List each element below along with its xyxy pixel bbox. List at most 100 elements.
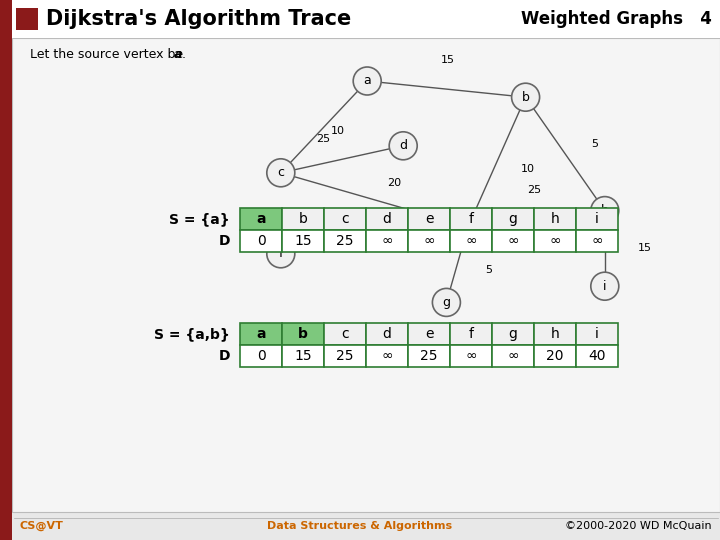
Text: S = {a}: S = {a} [169,212,230,226]
Bar [240,208,282,230]
Text: 5: 5 [591,139,598,148]
Bar [324,230,366,252]
Bar [450,208,492,230]
Bar [492,208,534,230]
Text: ©2000-2020 WD McQuain: ©2000-2020 WD McQuain [565,521,712,531]
Bar [534,323,576,345]
Text: ∞: ∞ [549,234,561,248]
Bar [408,345,450,367]
Bar [534,230,576,252]
Text: ∞: ∞ [423,234,435,248]
Text: b: b [299,212,307,226]
Text: .: . [182,48,186,60]
Bar [366,323,408,345]
Bar [324,345,366,367]
Text: Let the source vertex be: Let the source vertex be [30,48,187,60]
Bar [492,230,534,252]
Text: ∞: ∞ [591,234,603,248]
Text: c: c [341,212,348,226]
Bar [16,8,38,30]
Bar [450,230,492,252]
Text: 15: 15 [294,349,312,363]
Text: 10: 10 [521,164,535,174]
Bar [576,323,618,345]
Text: 20: 20 [546,349,564,363]
Text: 25: 25 [336,234,354,248]
Text: i: i [603,280,606,293]
Bar [324,323,366,345]
Bar [450,323,492,345]
Text: Weighted Graphs   4: Weighted Graphs 4 [521,10,712,28]
Circle shape [433,288,460,316]
Text: 20: 20 [387,178,401,187]
Bar [408,208,450,230]
Text: ∞: ∞ [465,234,477,248]
Text: 15: 15 [637,244,652,253]
Text: 25: 25 [336,349,354,363]
Bar [408,230,450,252]
Text: f: f [279,247,283,260]
Bar [408,323,450,345]
Text: D: D [218,234,230,248]
Text: CS@VT: CS@VT [20,521,64,531]
Bar [282,345,324,367]
Text: d: d [382,327,392,341]
Text: i: i [595,327,599,341]
Text: h: h [601,204,608,217]
Text: d: d [399,139,408,152]
Text: a: a [256,327,266,341]
Text: e: e [425,327,433,341]
Text: 25: 25 [315,134,330,144]
Text: 10: 10 [331,126,345,136]
Circle shape [591,197,618,225]
Bar [576,345,618,367]
Text: 0: 0 [256,234,266,248]
Text: ∞: ∞ [465,349,477,363]
Text: 25: 25 [420,349,438,363]
Text: e: e [464,220,472,233]
Bar [240,323,282,345]
Text: c: c [341,327,348,341]
Text: 10: 10 [370,242,384,252]
Bar [12,0,720,38]
Bar [240,345,282,367]
Text: f: f [469,327,474,341]
Bar [366,230,408,252]
Text: 15: 15 [294,234,312,248]
Text: a: a [256,212,266,226]
Bar [534,208,576,230]
Circle shape [512,83,539,111]
Circle shape [390,132,417,160]
Bar [576,230,618,252]
Text: a: a [174,48,182,60]
Text: h: h [551,212,559,226]
Text: ∞: ∞ [382,349,392,363]
Circle shape [267,159,294,187]
Text: S = {a,b}: S = {a,b} [154,327,230,341]
Text: 5: 5 [485,265,492,274]
Bar [534,345,576,367]
Bar [450,345,492,367]
Bar [240,230,282,252]
Bar [366,345,408,367]
Bar [282,208,324,230]
Circle shape [454,213,482,241]
Circle shape [354,67,381,95]
Text: e: e [425,212,433,226]
Text: 0: 0 [256,349,266,363]
Text: d: d [382,212,392,226]
Circle shape [591,272,618,300]
Text: 40: 40 [588,349,606,363]
Bar [282,230,324,252]
Circle shape [267,240,294,268]
Bar [492,323,534,345]
Text: c: c [277,166,284,179]
Text: ∞: ∞ [382,234,392,248]
Text: 15: 15 [441,56,455,65]
Text: ∞: ∞ [508,349,518,363]
Bar [492,345,534,367]
Text: Data Structures & Algorithms: Data Structures & Algorithms [267,521,453,531]
Bar [0,0,12,540]
Text: g: g [508,212,518,226]
Text: i: i [595,212,599,226]
